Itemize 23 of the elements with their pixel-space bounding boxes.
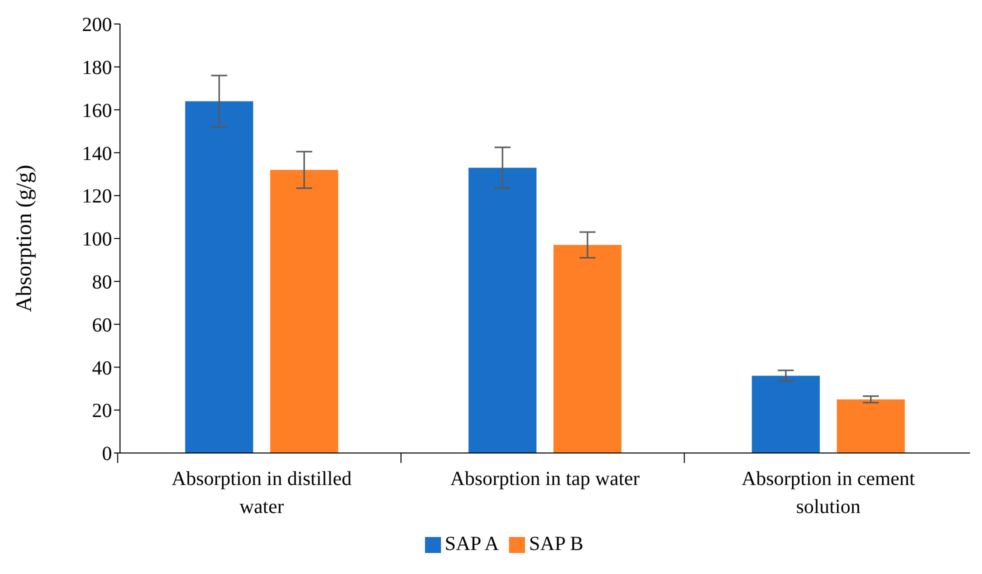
y-tick-label: 160 — [82, 100, 112, 122]
x-tick-label: Absorption in cement solution — [742, 468, 916, 518]
y-tick-label: 60 — [92, 314, 112, 336]
bar — [752, 376, 820, 453]
y-tick-label: 0 — [102, 443, 112, 466]
legend-label: SAP B — [529, 533, 584, 555]
y-tick-label: 100 — [82, 228, 112, 251]
y-tick-label: 80 — [92, 272, 112, 294]
bar — [554, 244, 622, 453]
x-tick-label: Absorption in tap water — [450, 468, 640, 490]
x-tick-label: Absorption in distilled water — [172, 468, 352, 518]
bar — [468, 168, 536, 453]
bar — [270, 170, 338, 453]
y-tick-label: 20 — [92, 400, 112, 422]
bar — [836, 399, 905, 453]
y-tick-label: 40 — [92, 357, 112, 380]
y-tick-label: 200 — [82, 14, 112, 36]
legend-label: SAP A — [444, 533, 499, 555]
bar — [185, 101, 254, 453]
y-tick-label: 140 — [82, 142, 112, 165]
y-tick-label: 180 — [82, 57, 112, 79]
y-axis-title: Absorption (g/g) — [10, 164, 36, 312]
y-tick-label: 120 — [82, 186, 112, 208]
